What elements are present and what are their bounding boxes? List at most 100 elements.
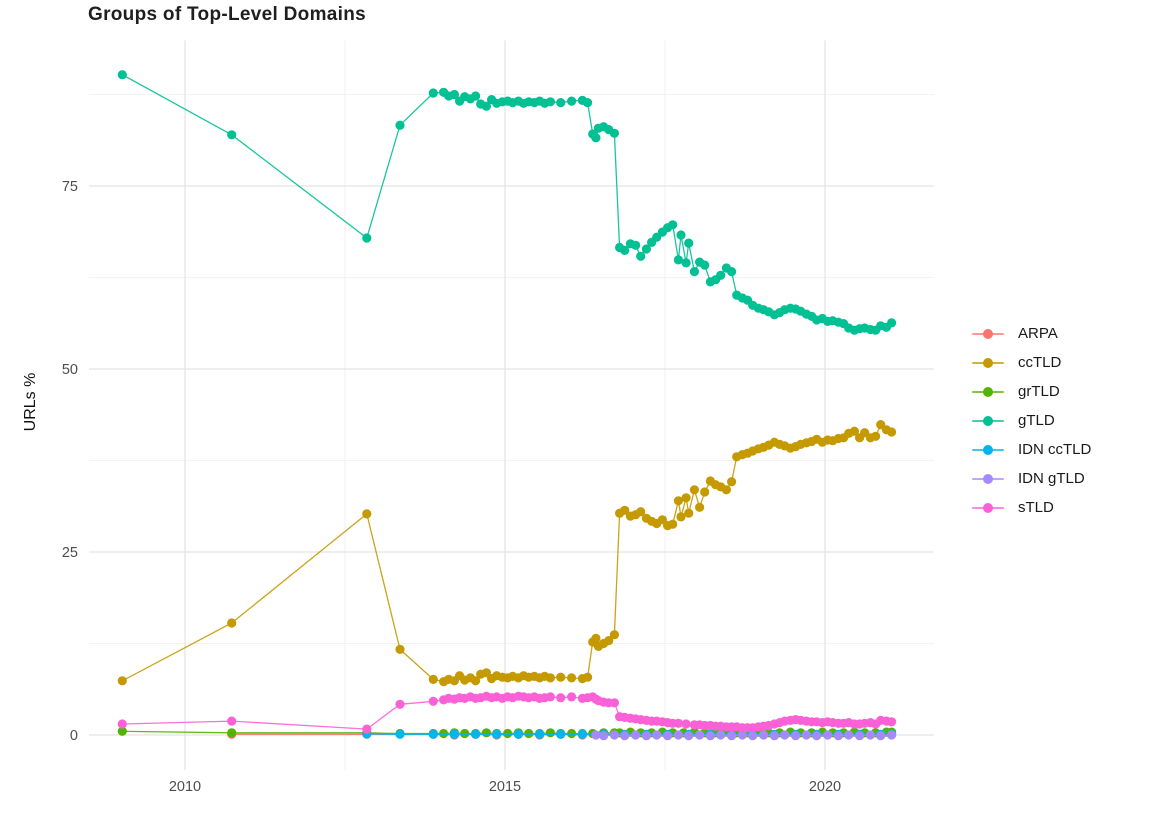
data-point-idn-gtld — [631, 730, 641, 740]
data-point-stld — [673, 718, 684, 728]
data-point-idn-gtld — [801, 730, 812, 740]
data-point-gtld — [117, 70, 127, 80]
data-point-idn-gtld — [716, 730, 726, 740]
data-point-gtld — [481, 101, 491, 111]
data-point-gtld — [681, 258, 691, 268]
data-point-cctld — [871, 431, 881, 441]
data-point-idn-gtld — [663, 731, 673, 741]
data-point-stld — [567, 692, 577, 702]
data-point-cctld — [620, 505, 630, 515]
legend-key-icon — [970, 406, 1006, 435]
data-point-cctld — [727, 477, 737, 487]
data-point-gtld — [583, 98, 593, 108]
data-point-grtld — [524, 728, 534, 739]
data-point-gtld — [449, 89, 459, 100]
data-point-idn-cctld — [471, 729, 481, 739]
y-tick-label: 25 — [62, 545, 78, 561]
data-point-gtld — [684, 238, 694, 248]
x-tick-label: 2015 — [489, 779, 521, 795]
data-point-idn-gtld — [620, 731, 630, 741]
data-point-idn-gtld — [876, 731, 886, 741]
chart-title: Groups of Top-Level Domains — [88, 4, 366, 25]
data-point-idn-gtld — [844, 730, 854, 740]
data-point-gtld — [676, 230, 686, 240]
data-point-idn-cctld — [492, 729, 502, 739]
legend-item-label: ccTLD — [1018, 354, 1062, 371]
data-point-gtld — [362, 233, 372, 243]
data-point-stld — [117, 719, 127, 729]
legend-item-label: sTLD — [1018, 499, 1054, 516]
legend-item-cctld: ccTLD — [970, 348, 1091, 377]
data-point-cctld — [681, 493, 691, 503]
data-point-gtld — [636, 251, 646, 261]
legend-item-idn-gtld: IDN gTLD — [970, 464, 1091, 493]
data-point-gtld — [609, 128, 620, 138]
data-point-cctld — [471, 676, 481, 686]
data-point-idn-gtld — [591, 730, 601, 740]
data-point-gtld — [700, 260, 710, 270]
data-point-idn-gtld — [673, 730, 684, 740]
data-point-grtld — [439, 728, 449, 739]
y-tick-label: 0 — [70, 728, 78, 744]
data-point-idn-gtld — [812, 731, 822, 741]
data-point-idn-gtld — [823, 730, 833, 740]
y-tick-label: 75 — [62, 179, 78, 195]
data-point-idn-gtld — [727, 731, 737, 741]
data-point-gtld — [591, 133, 601, 143]
data-point-cctld — [849, 426, 860, 436]
series-idn-gtld — [591, 730, 897, 741]
data-point-cctld — [636, 507, 646, 517]
data-point-gtld — [716, 270, 726, 280]
data-point-gtld — [227, 130, 237, 140]
data-point-idn-gtld — [769, 731, 780, 741]
legend-item-label: gTLD — [1018, 412, 1055, 429]
data-point-idn-gtld — [705, 731, 716, 741]
data-point-gtld — [545, 97, 556, 107]
data-point-stld — [362, 724, 372, 734]
data-point-cctld — [689, 485, 700, 495]
data-point-idn-gtld — [833, 731, 844, 741]
data-point-idn-cctld — [577, 729, 588, 739]
data-point-cctld — [668, 519, 678, 529]
legend-item-label: grTLD — [1018, 383, 1060, 400]
data-point-cctld — [721, 485, 732, 495]
data-point-gtld — [727, 267, 737, 277]
data-point-gtld — [428, 88, 438, 98]
data-point-idn-gtld — [609, 730, 620, 740]
gridlines-major — [89, 40, 934, 771]
data-point-idn-gtld — [887, 730, 897, 740]
y-tick-label: 50 — [62, 362, 78, 378]
series-grtld — [117, 726, 897, 739]
data-point-stld — [887, 717, 897, 727]
data-point-gtld — [641, 244, 652, 254]
axis-tick-labels: 0 25 50 75 2010 2015 2020 — [62, 179, 841, 795]
data-point-cctld — [428, 674, 438, 685]
data-point-cctld — [673, 496, 684, 506]
series-gtld — [117, 70, 897, 335]
data-point-grtld — [503, 728, 513, 739]
data-point-cctld — [676, 512, 686, 522]
legend-item-label: ARPA — [1018, 325, 1058, 342]
data-point-idn-gtld — [759, 730, 769, 740]
data-point-stld — [428, 696, 438, 706]
legend-item-gtld: gTLD — [970, 406, 1091, 435]
data-point-gtld — [689, 267, 700, 277]
legend-item-stld: sTLD — [970, 493, 1091, 522]
legend-key-icon — [970, 348, 1006, 377]
data-point-idn-cctld — [449, 729, 459, 739]
data-point-grtld — [460, 728, 470, 739]
data-point-cctld — [556, 672, 566, 682]
data-point-idn-gtld — [855, 731, 865, 741]
data-point-idn-gtld — [641, 731, 652, 741]
data-point-gtld — [673, 255, 684, 265]
data-point-idn-cctld — [428, 729, 438, 739]
gridlines-minor — [89, 40, 934, 771]
data-point-cctld — [227, 618, 237, 628]
data-point-gtld — [620, 245, 630, 255]
legend-item-label: IDN ccTLD — [1018, 441, 1092, 458]
legend-key-icon — [970, 464, 1006, 493]
data-point-stld — [545, 692, 556, 702]
legend-key-icon — [970, 319, 1006, 348]
